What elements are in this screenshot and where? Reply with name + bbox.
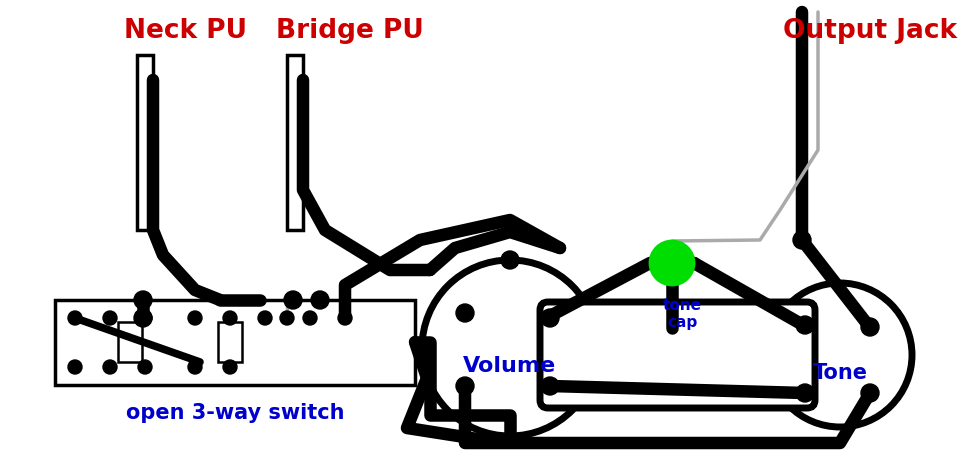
Circle shape xyxy=(103,311,117,325)
Circle shape xyxy=(650,241,694,285)
Text: Tone: Tone xyxy=(812,363,867,383)
Bar xyxy=(55,300,415,385)
Circle shape xyxy=(138,360,152,374)
Circle shape xyxy=(541,377,559,395)
Circle shape xyxy=(303,311,317,325)
Circle shape xyxy=(134,291,152,309)
Circle shape xyxy=(223,360,237,374)
Circle shape xyxy=(138,311,152,325)
Circle shape xyxy=(134,309,152,327)
FancyBboxPatch shape xyxy=(540,302,815,408)
Bar xyxy=(137,55,153,230)
Circle shape xyxy=(793,231,811,249)
Circle shape xyxy=(188,360,202,374)
Text: Output Jack: Output Jack xyxy=(783,18,957,44)
Circle shape xyxy=(68,360,82,374)
Circle shape xyxy=(501,251,519,269)
Circle shape xyxy=(188,311,202,325)
Circle shape xyxy=(861,318,879,336)
Text: Bridge PU: Bridge PU xyxy=(276,18,424,44)
Text: Neck PU: Neck PU xyxy=(123,18,247,44)
Circle shape xyxy=(258,311,272,325)
Circle shape xyxy=(103,360,117,374)
Circle shape xyxy=(861,384,879,402)
Text: tone
cap: tone cap xyxy=(662,298,702,331)
Circle shape xyxy=(456,377,474,395)
Circle shape xyxy=(223,311,237,325)
Text: Volume: Volume xyxy=(464,356,557,376)
Circle shape xyxy=(456,304,474,322)
Bar xyxy=(218,322,242,362)
Bar xyxy=(118,322,142,362)
Circle shape xyxy=(280,311,294,325)
Circle shape xyxy=(768,283,912,427)
Circle shape xyxy=(422,260,598,436)
Text: open 3-way switch: open 3-way switch xyxy=(125,403,344,423)
Bar xyxy=(287,55,303,230)
Circle shape xyxy=(284,291,302,309)
Circle shape xyxy=(68,311,82,325)
Circle shape xyxy=(796,384,814,402)
Circle shape xyxy=(796,316,814,334)
Circle shape xyxy=(311,291,329,309)
Circle shape xyxy=(541,309,559,327)
Circle shape xyxy=(338,311,352,325)
